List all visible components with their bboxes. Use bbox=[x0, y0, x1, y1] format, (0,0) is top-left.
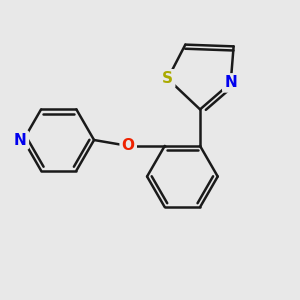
Text: S: S bbox=[162, 71, 173, 86]
Text: N: N bbox=[224, 75, 237, 90]
Text: O: O bbox=[122, 138, 135, 153]
Text: N: N bbox=[14, 133, 27, 148]
